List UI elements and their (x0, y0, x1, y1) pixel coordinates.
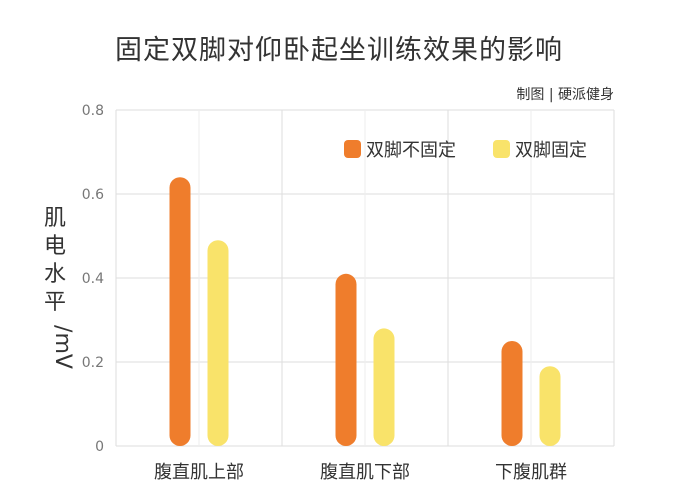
legend-swatch-series1 (344, 140, 361, 158)
y-axis-label: 肌电水平 /mV (40, 205, 75, 369)
x-tick-label: 腹直肌上部 (154, 462, 244, 483)
y-tick-label: 0 (95, 439, 104, 455)
legend-swatch-series2 (493, 140, 510, 158)
bar-series1 (501, 341, 523, 446)
bar-series2 (539, 366, 561, 446)
legend-label-series2: 双脚固定 (515, 140, 587, 161)
x-tick-label: 下腹肌群 (495, 462, 567, 483)
bar-series1 (335, 273, 357, 446)
x-tick-label: 腹直肌下部 (320, 462, 410, 483)
y-axis-label-main: 肌电水平 (43, 206, 66, 315)
legend-label-series1: 双脚不固定 (366, 140, 456, 161)
y-tick-label: 0.4 (82, 271, 104, 287)
bar-series2 (207, 240, 229, 446)
y-tick-label: 0.8 (82, 103, 104, 119)
y-tick-label: 0.2 (82, 355, 104, 371)
chart-title: 固定双脚对仰卧起坐训练效果的影响 (115, 35, 563, 66)
chart-credit: 制图 | 硬派健身 (516, 87, 614, 103)
bar-series2 (373, 328, 395, 446)
bar-series1 (169, 177, 191, 446)
y-tick-label: 0.6 (82, 187, 104, 203)
